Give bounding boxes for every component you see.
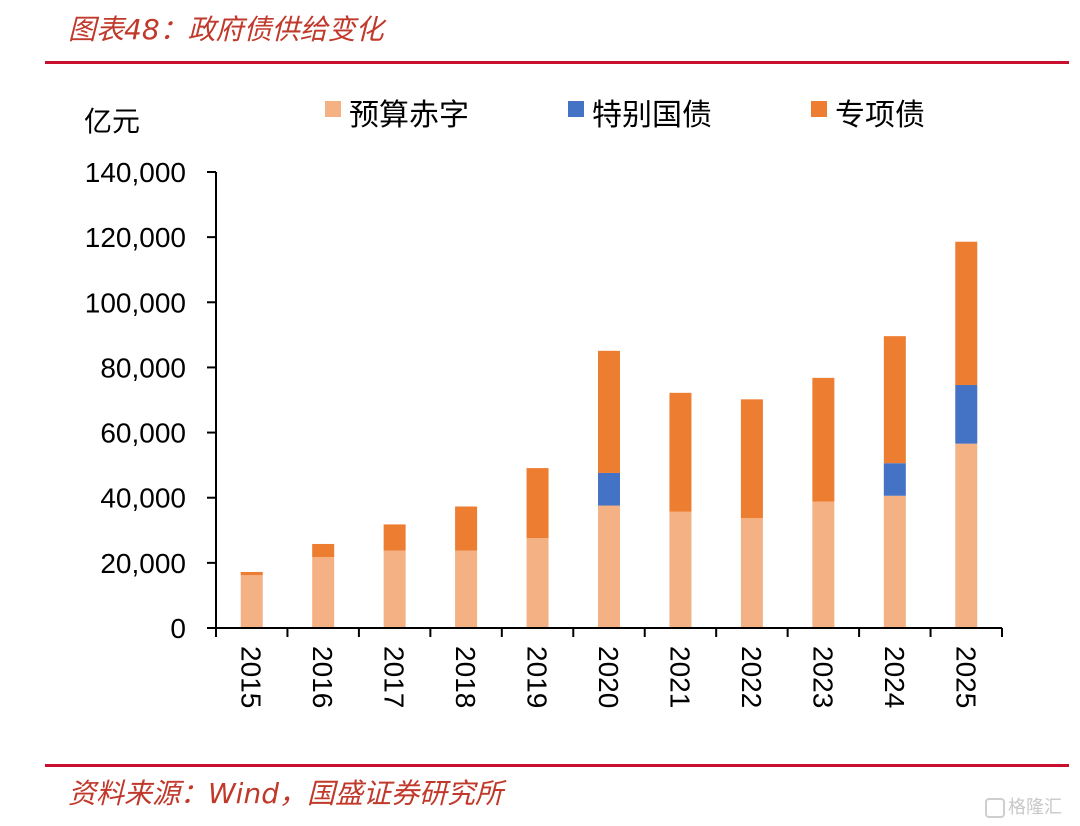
- bar-segment-2025-s1: [955, 385, 978, 444]
- y-axis-unit-label: 亿元: [84, 105, 140, 138]
- bar-segment-2016-s2: [312, 543, 335, 557]
- x-tick-label: 2023: [807, 646, 838, 708]
- bar-segment-2024-s1: [883, 463, 906, 496]
- bar-segment-2024-s0: [883, 495, 906, 628]
- x-tick-label: 2015: [236, 646, 267, 708]
- stacked-bar-chart: 预算赤字 特别国债 专项债 亿元 0 20,000 40,000 60,000 80,000…: [84, 98, 1003, 708]
- bar-segment-2015-s2: [240, 571, 263, 576]
- bar-segment-2022-s2: [740, 399, 763, 519]
- y-tick-label: 120,000: [85, 222, 186, 253]
- chart-legend: 预算赤字 特别国债 专项债: [325, 98, 925, 133]
- watermark: 格隆汇: [985, 793, 1062, 819]
- bar-segment-2025-s0: [955, 443, 978, 628]
- y-axis-ticks: 0 20,000 40,000 60,000 80,000 100,000 120,000 1…: [85, 157, 216, 644]
- y-tick-label: 40,000: [100, 483, 186, 514]
- legend-label: 特别国债: [592, 98, 712, 133]
- footer-divider: [45, 764, 1069, 767]
- legend-label: 预算赤字: [349, 98, 469, 133]
- x-tick-label: 2016: [307, 646, 338, 708]
- y-tick-label: 0: [170, 613, 186, 644]
- x-tick-label: 2018: [450, 646, 481, 708]
- y-tick-label: 80,000: [100, 352, 186, 383]
- legend-swatch: [568, 101, 584, 117]
- bar-segment-2020-s1: [598, 472, 620, 506]
- x-tick-label: 2025: [950, 646, 981, 708]
- bar-segment-2022-s0: [740, 518, 763, 628]
- bar-segment-2016-s0: [312, 556, 335, 628]
- legend-swatch: [811, 101, 827, 117]
- bar-segment-2017-s2: [383, 524, 406, 551]
- bar-segment-2017-s0: [383, 550, 406, 628]
- bar-segment-2018-s0: [455, 550, 478, 628]
- watermark-logo-icon: [985, 798, 1005, 818]
- legend-swatch: [325, 101, 341, 117]
- x-tick-label: 2020: [593, 646, 624, 708]
- header-divider: [45, 61, 1069, 64]
- bar-segment-2015-s0: [240, 575, 263, 628]
- x-axis-ticks: 2015 2016 2017 2018 2019 2020 2021 2022 2023 2024…: [215, 628, 1003, 708]
- bar-segment-2019-s0: [526, 538, 549, 628]
- bar-segment-2021-s0: [669, 511, 692, 628]
- bar-segment-2021-s2: [669, 392, 692, 512]
- x-tick-label: 2017: [379, 646, 410, 708]
- bar-segment-2018-s2: [455, 506, 478, 551]
- bar-segment-2020-s0: [598, 505, 620, 628]
- y-tick-label: 140,000: [85, 157, 186, 188]
- bar-segment-2023-s0: [812, 501, 835, 628]
- bar-segment-2020-s2: [598, 350, 620, 473]
- bar-segment-2025-s2: [955, 241, 978, 386]
- y-tick-label: 100,000: [85, 287, 186, 318]
- legend-label: 专项债: [835, 98, 925, 133]
- bar-segment-2019-s2: [526, 468, 549, 539]
- y-tick-label: 20,000: [100, 548, 186, 579]
- y-tick-label: 60,000: [100, 418, 186, 449]
- bar-segment-2023-s2: [812, 377, 835, 502]
- x-tick-label: 2021: [664, 646, 695, 708]
- x-tick-label: 2022: [736, 646, 767, 708]
- source-note: 资料来源：Wind，国盛证券研究所: [68, 777, 503, 810]
- figure-title: 图表48：政府债供给变化: [68, 13, 384, 46]
- bar-segment-2024-s2: [883, 336, 906, 464]
- bars: [240, 241, 978, 628]
- watermark-text: 格隆汇: [1008, 797, 1062, 818]
- x-tick-label: 2019: [522, 646, 553, 708]
- x-tick-label: 2024: [879, 646, 910, 708]
